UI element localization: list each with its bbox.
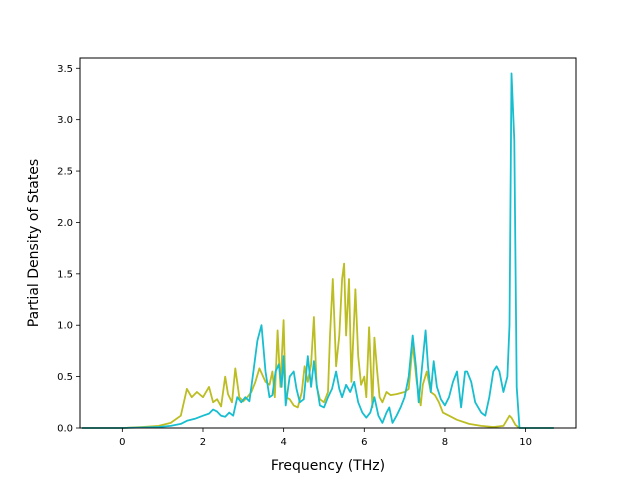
y-tick-label: 2.0 xyxy=(57,218,73,229)
y-tick-label: 1.0 xyxy=(57,321,73,332)
y-tick-label: 3.0 xyxy=(57,115,73,126)
plot-frame xyxy=(79,57,577,429)
y-axis: 0.0 0.5 1.0 1.5 2.0 2.5 3.0 3.5 xyxy=(57,64,80,435)
y-axis-label: Partial Density of States xyxy=(26,159,42,327)
series-line-1 xyxy=(82,262,554,429)
x-tick-label: 10 xyxy=(519,437,532,448)
y-tick-label: 0.5 xyxy=(57,372,73,383)
x-axis: 0 2 4 6 8 10 xyxy=(119,428,532,448)
x-tick-label: 4 xyxy=(280,437,286,448)
y-tick-label: 0.0 xyxy=(57,424,73,435)
y-tick-label: 1.5 xyxy=(57,269,73,280)
x-tick-label: 8 xyxy=(442,437,448,448)
series-layer xyxy=(82,72,554,429)
y-tick-label: 3.5 xyxy=(57,64,73,75)
x-tick-label: 2 xyxy=(200,437,206,448)
y-tick-label: 2.5 xyxy=(57,167,73,178)
series-line-2 xyxy=(82,72,554,429)
x-axis-label: Frequency (THz) xyxy=(271,458,385,474)
x-tick-label: 0 xyxy=(119,437,125,448)
x-tick-label: 6 xyxy=(361,437,367,448)
